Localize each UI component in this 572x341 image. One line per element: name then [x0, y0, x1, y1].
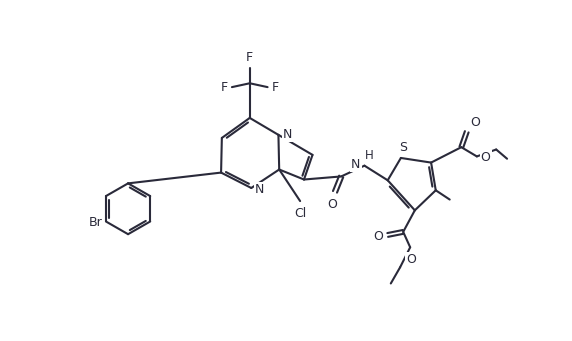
Text: O: O: [406, 253, 416, 266]
Text: N: N: [255, 183, 265, 196]
Text: S: S: [399, 141, 407, 154]
Text: H: H: [366, 149, 374, 162]
Text: O: O: [480, 151, 491, 164]
Text: O: O: [470, 117, 480, 130]
Text: O: O: [373, 230, 383, 243]
Text: F: F: [246, 51, 253, 64]
Text: Cl: Cl: [294, 207, 306, 220]
Text: F: F: [221, 80, 228, 94]
Text: O: O: [327, 198, 337, 211]
Text: F: F: [272, 80, 279, 94]
Text: N: N: [283, 128, 292, 140]
Text: Br: Br: [89, 216, 103, 229]
Text: N: N: [351, 158, 360, 170]
